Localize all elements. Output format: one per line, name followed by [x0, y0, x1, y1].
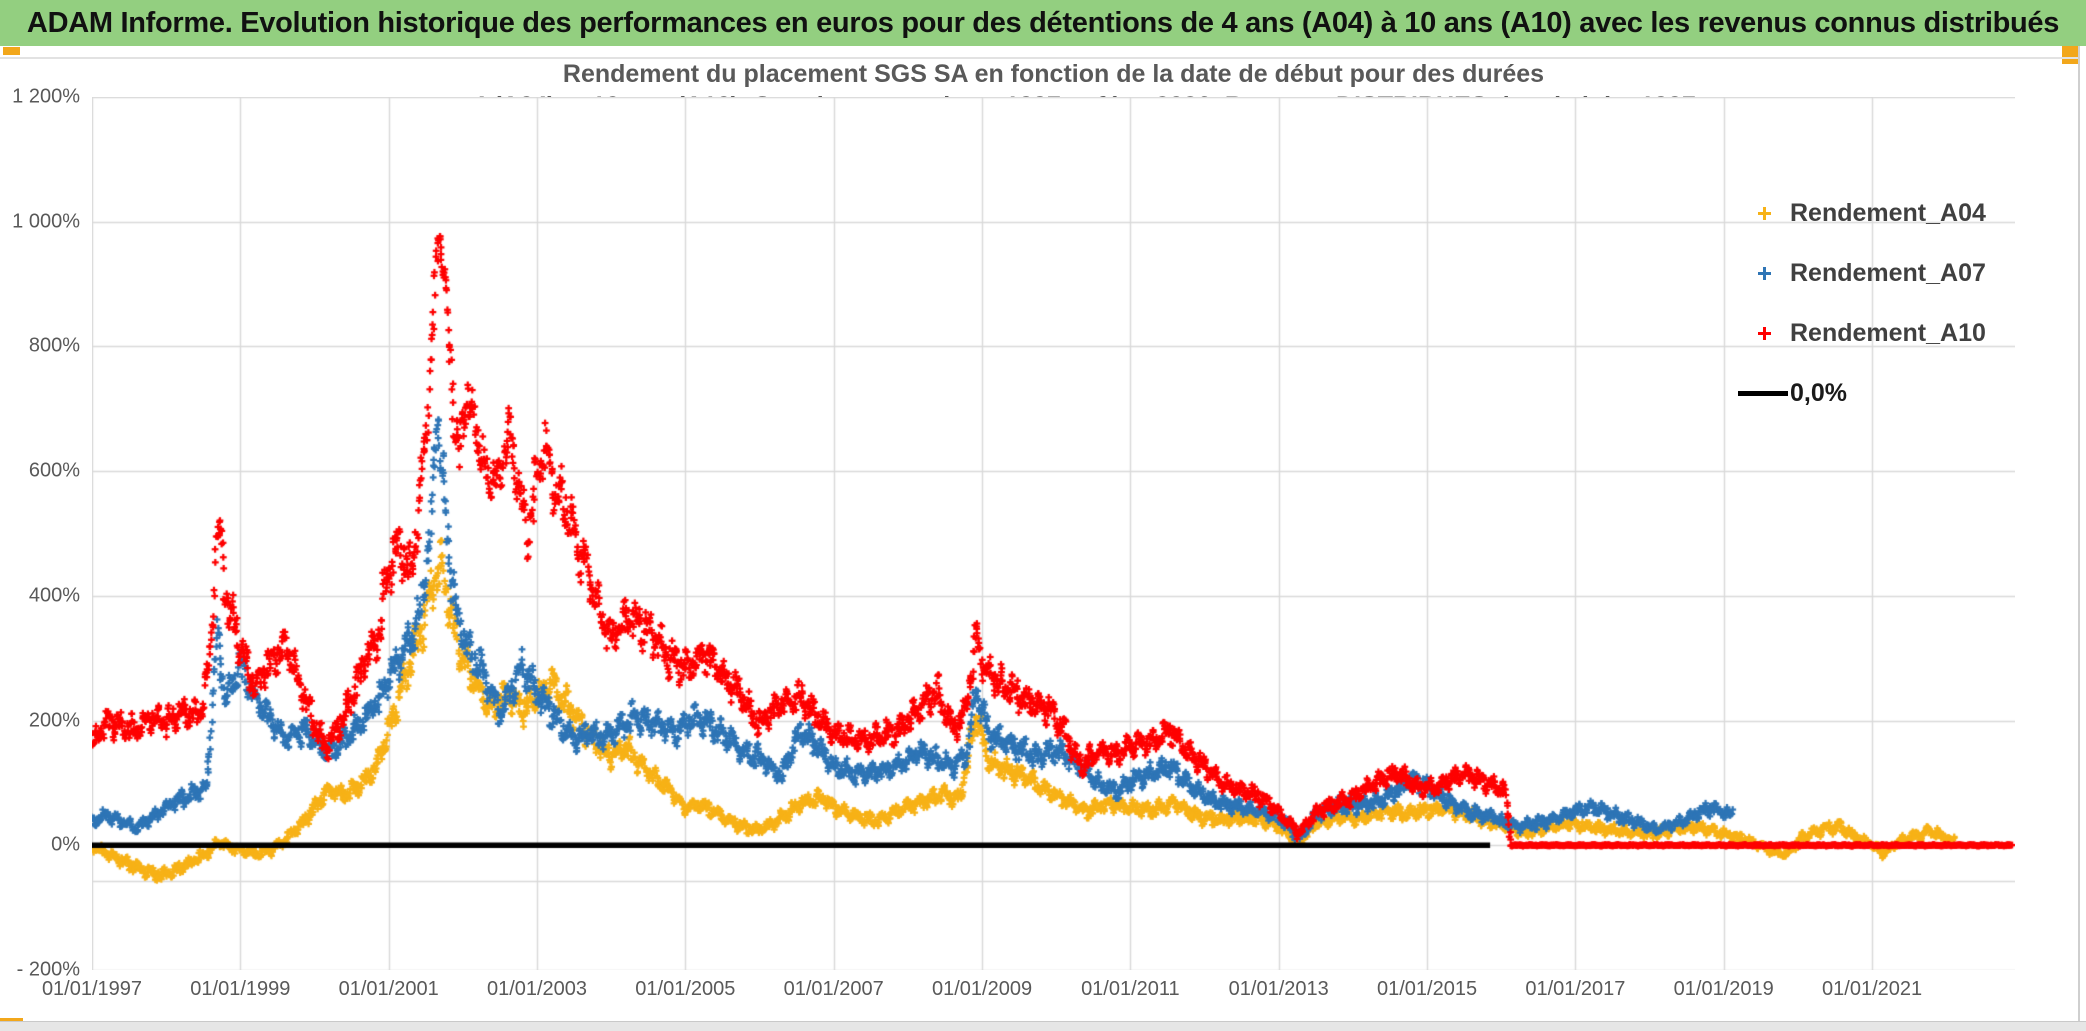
legend-label: Rendement_A10: [1790, 318, 1986, 347]
x-tick-label: 01/01/2017: [1525, 978, 1626, 1000]
window-bottom-strip[interactable]: [0, 1021, 2086, 1031]
legend-label: Rendement_A04: [1790, 198, 1986, 227]
x-tick-label: 01/01/1999: [190, 978, 291, 1000]
x-tick-label: 01/01/2013: [1228, 978, 1329, 1000]
app-header: ADAM Informe. Evolution historique des p…: [0, 0, 2086, 46]
legend[interactable]: Rendement_A04 Rendement_A07 Rendement_A1…: [1738, 183, 2038, 423]
legend-item-a07[interactable]: Rendement_A07: [1738, 243, 2038, 303]
y-tick-label: 1 200%: [12, 85, 80, 108]
x-tick-label: 01/01/2009: [931, 978, 1033, 1000]
x-tick-label: 01/01/2015: [1376, 978, 1478, 1000]
y-tick-label: 1 000%: [12, 210, 80, 233]
x-tick-label: 01/01/2019: [1673, 978, 1774, 1000]
x-tick-label: 01/01/2001: [338, 978, 439, 1000]
header-title: ADAM Informe. Evolution historique des p…: [26, 6, 2060, 39]
legend-item-a04[interactable]: Rendement_A04: [1738, 183, 2038, 243]
plus-marker-icon: [1738, 206, 1790, 221]
x-tick-label: 01/01/2021: [1822, 978, 1923, 1000]
y-tick-label: - 200%: [16, 958, 80, 981]
header-divider: [0, 57, 2078, 59]
y-tick-label: 0%: [51, 833, 80, 856]
selection-handle-top-right[interactable]: [2062, 46, 2079, 64]
legend-label: 0,0%: [1790, 378, 1847, 407]
chart-title-line-1: Rendement du placement SGS SA en fonctio…: [562, 60, 1545, 88]
x-tick-label: 01/01/1997: [41, 978, 143, 1000]
x-tick-label: 01/01/2005: [635, 978, 736, 1000]
y-tick-label: 200%: [28, 709, 80, 732]
plot-area[interactable]: [92, 97, 2015, 970]
legend-label: Rendement_A07: [1790, 258, 1986, 287]
legend-item-zero-line[interactable]: 0,0%: [1738, 363, 2038, 423]
plus-marker-icon: [1738, 266, 1790, 281]
x-tick-label: 01/01/2011: [1081, 978, 1180, 1000]
window-right-border: [2078, 46, 2080, 1031]
legend-item-a10[interactable]: Rendement_A10: [1738, 303, 2038, 363]
selection-handle-top-left[interactable]: [3, 47, 20, 55]
y-tick-label: 800%: [28, 334, 80, 357]
plus-marker-icon: [1738, 326, 1790, 341]
y-tick-label: 600%: [28, 459, 80, 482]
x-tick-label: 01/01/2007: [783, 978, 884, 1000]
x-tick-label: 01/01/2003: [486, 978, 588, 1000]
y-tick-label: 400%: [28, 584, 80, 607]
zero-line-swatch-icon: [1738, 390, 1788, 396]
